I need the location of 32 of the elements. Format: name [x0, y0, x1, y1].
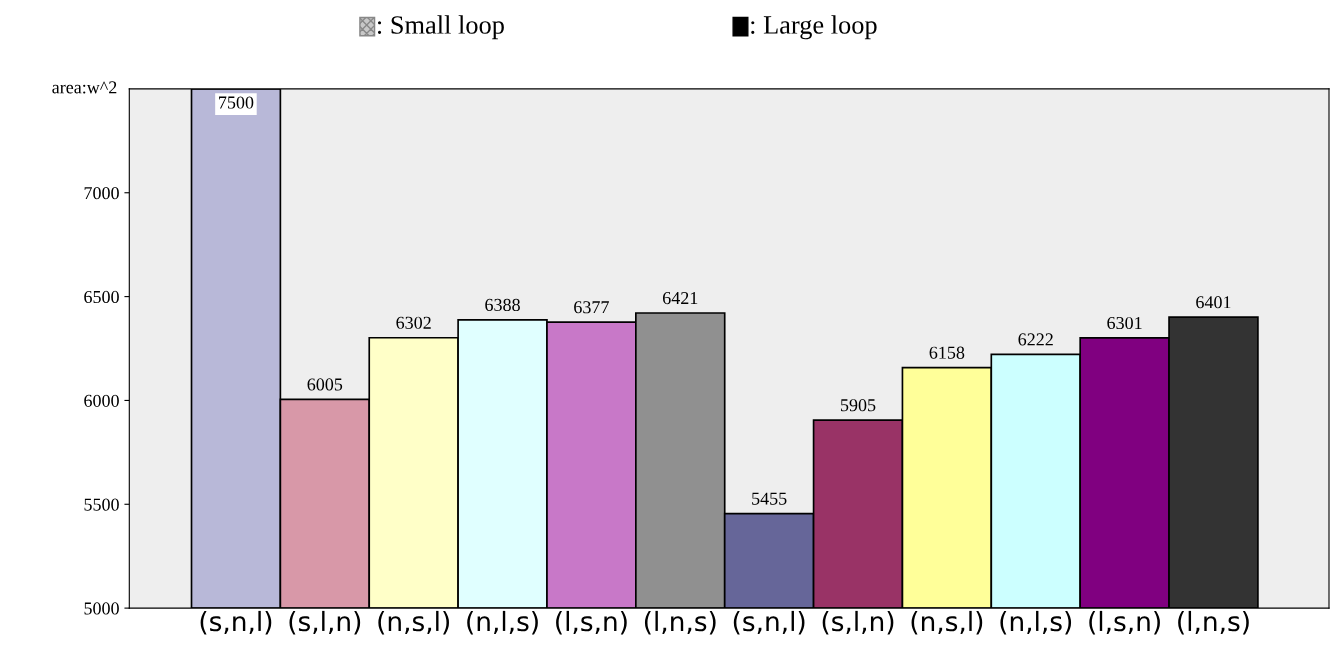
data-label: 6421	[662, 292, 698, 305]
data-label: 6158	[929, 346, 965, 359]
x-tick-label: (n,l,s)	[467, 610, 538, 635]
y-tick-label: 5500	[84, 498, 119, 511]
data-label: 6377	[574, 301, 609, 314]
data-label: 5905	[841, 399, 876, 412]
text: : Large loop	[751, 15, 877, 40]
x-tick-label: (l,s,n)	[1089, 610, 1160, 635]
data-label: 6301	[1107, 316, 1142, 330]
data-label: 6401	[1196, 296, 1231, 309]
y-tick-label: 5000	[84, 602, 119, 615]
y-tick-label: 6000	[84, 394, 119, 407]
y-tick-label: 7000	[84, 187, 119, 200]
x-tick-label: (n,l,s)	[1000, 610, 1072, 635]
data-label: 6222	[1018, 333, 1053, 346]
y-axis-title: area:w^2	[52, 81, 117, 94]
x-tick-label: (n,s,l)	[911, 610, 983, 635]
data-label: 6388	[485, 298, 520, 311]
x-tick-label: (l,n,s)	[1178, 610, 1249, 635]
data-label: 6005	[307, 378, 343, 391]
x-tick-label: (s,l,n)	[289, 610, 361, 635]
x-tick-label: (n,s,l)	[378, 610, 449, 635]
x-tick-label: (s,n,l)	[200, 610, 272, 635]
x-tick-label: (s,l,n)	[822, 610, 894, 635]
data-label: 7500	[219, 96, 254, 109]
x-tick-label: (l,s,n)	[556, 610, 627, 635]
x-tick-label: (s,n,l)	[733, 610, 805, 635]
data-label: 6302	[396, 316, 431, 329]
text: : Small loop	[377, 15, 504, 40]
data-label: 5455	[752, 492, 787, 505]
y-tick-label: 6500	[84, 290, 119, 304]
x-tick-label: (l,n,s)	[644, 610, 716, 635]
